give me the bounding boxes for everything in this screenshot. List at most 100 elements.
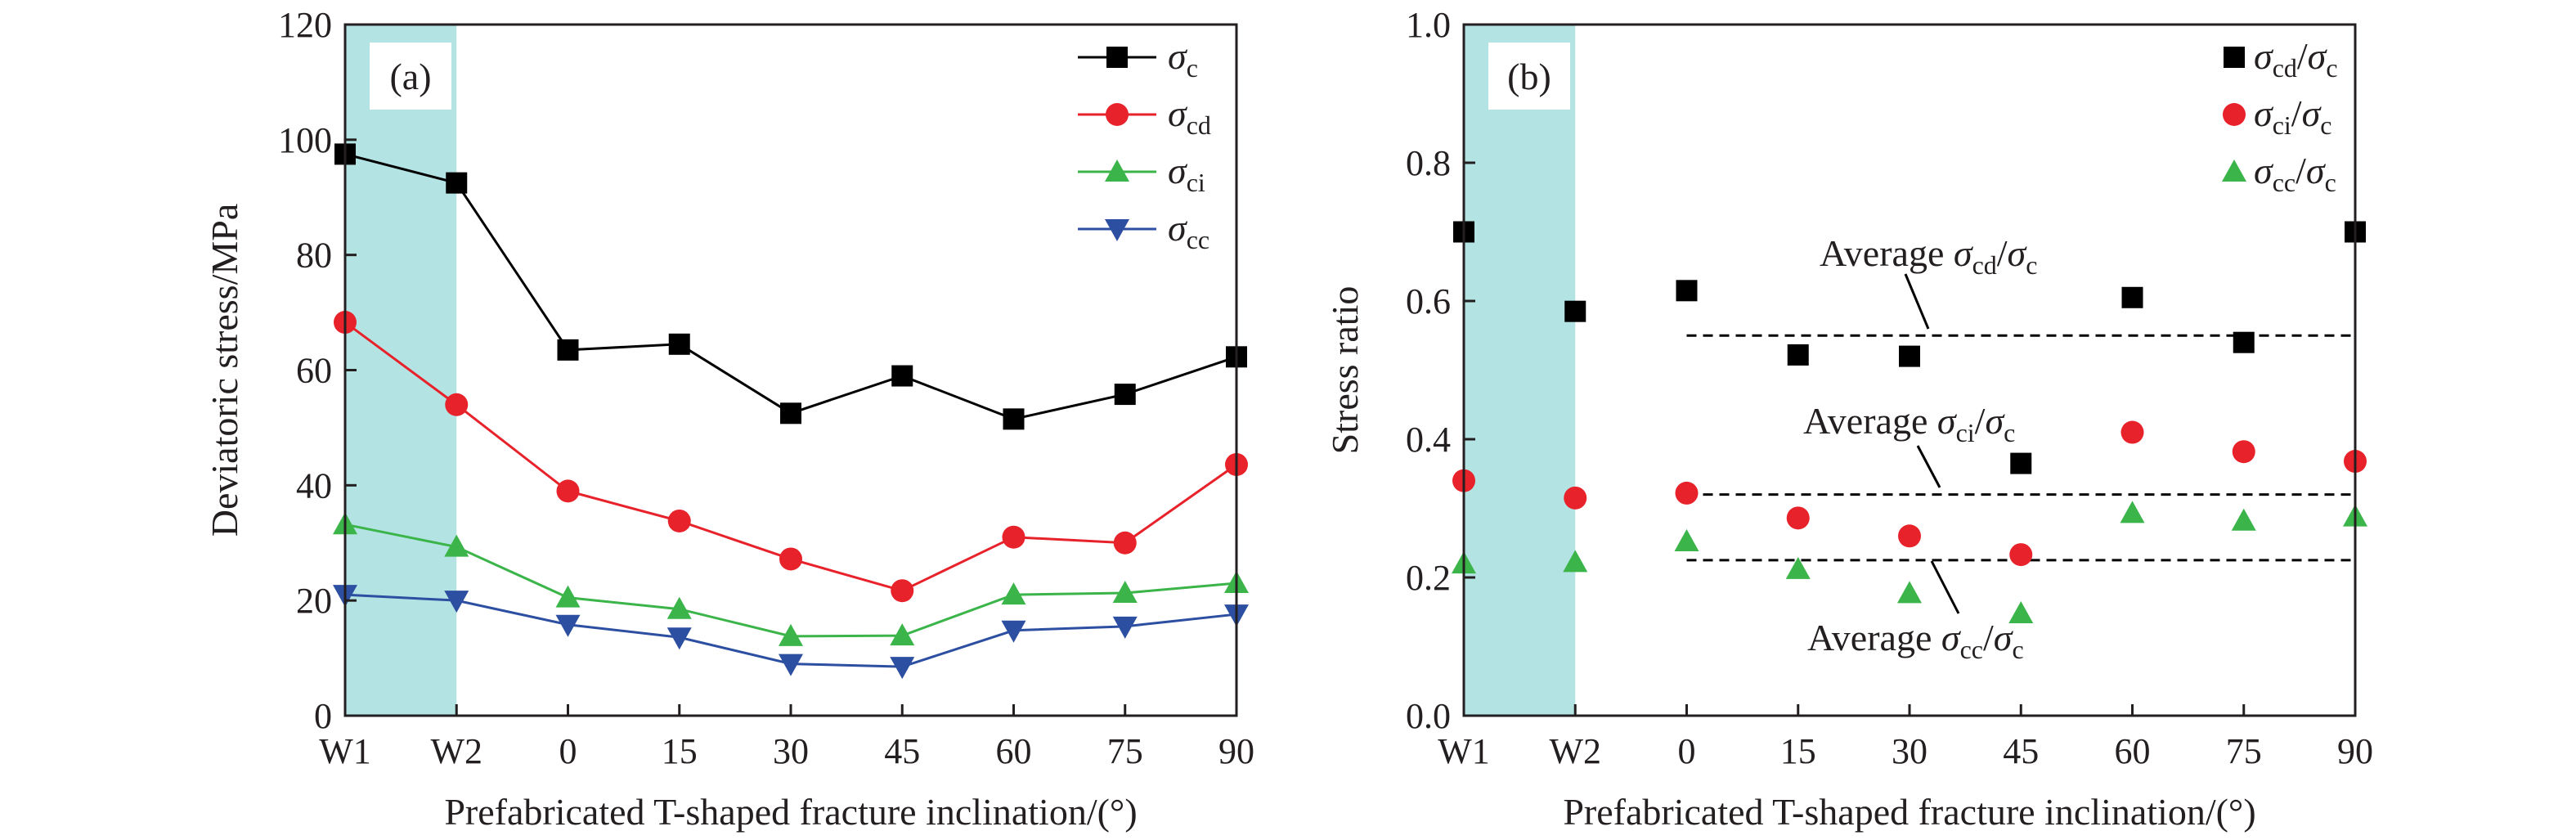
panel-b-legend-sigma-cd-ratio-label: σcd/σc [2254,35,2338,83]
panel-a-y-tick-label: 20 [296,581,332,621]
panel-b-x-tick-label: 90 [2337,731,2373,771]
panel-b-legend: σcd/σc σci/σc σcc/σc [2222,35,2338,197]
panel-a-legend-sigma-cc-swatch-marker [1105,219,1129,241]
panel-a-sigma-cd-point [1113,531,1137,555]
panel-b-sigma-cc-ratio-point [2231,508,2256,531]
panel-a-legend-sigma-ci-label: σci [1168,150,1205,197]
panel-a-sigma-cd-point [445,393,469,416]
panel-b-x-ticks: W1 W2 0 15 30 45 60 75 90 [1438,704,2373,771]
panel-a-sigma-cc-point [1001,620,1026,643]
panel-a-sigma-cc-point [779,654,803,676]
panel-b-y-tick-label: 1.0 [1406,5,1451,45]
panel-a-series-layer [333,143,1249,680]
panel-a-sigma-c-point [780,402,801,424]
panel-a-y-tick-label: 0 [314,696,332,736]
panel-a-y-axis-title: Deviatoric stress/MPa [204,204,245,537]
panel-b-sigma-cc-ratio-point [2008,600,2034,623]
panel-b-sigma-cd-ratio-point [1787,344,1809,366]
panel-a-x-tick-label: 60 [996,731,1032,771]
panel-a-sigma-c-point [891,365,913,387]
panel-a-x-tick-label: 45 [884,731,920,771]
panel-b-legend-sigma-ci-ratio-swatch-marker [2223,103,2246,126]
panel-b-y-axis-title: Stress ratio [1324,286,1366,455]
panel-a-x-tick-label: 90 [1218,731,1254,771]
panel-a-legend-sigma-cd-swatch-marker [1106,103,1129,126]
panel-a-y-tick-label: 40 [296,465,332,505]
panel-a-label-background [370,43,451,110]
panel-b-legend-sigma-cc-ratio-label: σcc/σc [2254,150,2336,197]
panel-a-sigma-ci-point [666,596,692,619]
panel-b-x-tick-label: 60 [2115,731,2151,771]
panel-b-average-lines: Average σcd/σc Average σci/σc Average σcc/… [1686,232,2354,664]
panel-a-sigma-ci-point [444,534,469,557]
panel-a-legend-sigma-ci-swatch-marker [1105,159,1129,182]
panel-b-sigma-cc-ratio-point [1674,529,1699,552]
panel-b-sigma-cd-ratio-point [2010,452,2032,474]
panel-b-legend-sigma-cd-ratio-swatch-marker [2224,47,2245,68]
panel-a-x-tick-label: 0 [559,731,577,771]
panel-a-x-tick-label: 30 [773,731,809,771]
panel-b-average-sigma-cc-label: Average σcc/σc [1807,617,2024,664]
panel-a-label: (a) [389,56,431,97]
panel-b-plot-frame [1462,23,2357,717]
panel-a-sigma-ci-point [555,585,581,608]
panel-a-plot-frame [343,23,1238,717]
panel-a-sigma-cd-point [1002,525,1025,549]
panel-b-x-tick-label: 30 [1892,731,1928,771]
panel-b-x-tick-label: 45 [2003,731,2039,771]
panel-b-x-tick-label: 75 [2226,731,2262,771]
panel-b-sigma-cd-ratio-point [1899,345,1920,367]
panel-a-chart: 0 20 40 60 80 100 120 W1 W2 0 15 30 45 60 75 90 (a) De… [204,5,1254,833]
panel-b-sigma-cd-ratio-point [2121,286,2143,308]
panel-b-sigma-ci-ratio-point [2009,543,2033,567]
panel-a-sigma-ci-point [1112,581,1138,604]
panel-b-y-ticks: 0.0 0.2 0.4 0.6 0.8 1.0 [1406,5,1475,736]
panel-b-y-tick-label: 0.4 [1406,420,1451,460]
panel-b-label: (b) [1507,56,1551,97]
panel-b-y-tick-label: 0.2 [1406,558,1451,598]
panel-b-sigma-cc-ratio-point [1785,556,1811,579]
panel-a-x-tick-label: 75 [1107,731,1143,771]
panel-a-sigma-c-point [1114,384,1136,406]
panel-a-sigma-c-line [344,152,1237,420]
panel-a-sigma-ci-point [779,623,803,646]
panel-a-y-tick-label: 80 [296,236,332,276]
panel-a-y-tick-label: 120 [278,5,332,45]
panel-a-sigma-cc-point [666,627,692,650]
panel-b-average-sigma-ci-leader [1916,445,1941,488]
panel-a-sigma-cc-point [1112,616,1138,639]
panel-a-y-tick-label: 100 [278,120,332,160]
panel-b-x-axis-title: Prefabricated T-shaped fracture inclinat… [1563,791,2255,833]
panel-a-sigma-ci-point [890,623,915,646]
panel-a-sigma-ci-point [1001,582,1026,605]
panel-a-sigma-cd-point [667,509,691,532]
panel-a-sigma-c-point [668,333,690,355]
panel-a-x-tick-label: W2 [430,731,482,771]
panel-b-sigma-cd-ratio-point [1676,280,1698,302]
panel-a-sigma-cc-point [890,657,915,680]
panel-b-average-sigma-cd-leader [1904,273,1930,330]
panel-b-y-tick-label: 0.0 [1406,696,1451,736]
panel-b-sigma-ci-ratio-point [1898,524,1921,548]
panel-b-x-tick-label: W1 [1438,731,1490,771]
panel-a-sigma-c-point [557,339,579,361]
panel-a-sigma-cd-point [891,579,914,603]
panel-a-legend-sigma-cc-label: σcc [1168,207,1209,254]
panel-a-x-tick-label: W1 [319,731,371,771]
panel-b-y-tick-label: 0.6 [1406,281,1451,321]
panel-a-legend-sigma-c-label: σc [1168,35,1198,83]
panel-b-x-tick-label: W2 [1549,731,1601,771]
panel-b-shaded-region [1464,25,1576,716]
panel-a-x-ticks: W1 W2 0 15 30 45 60 75 90 [319,704,1254,771]
panel-a-legend-sigma-cd-label: σcd [1168,92,1211,140]
panel-a-sigma-cd-point [556,479,580,503]
panel-b-x-tick-label: 15 [1780,731,1816,771]
panel-b-series-layer [1452,221,2367,623]
panel-b-legend-sigma-cc-ratio-swatch-marker [2222,159,2246,182]
panel-b-sigma-ci-ratio-point [2232,440,2255,464]
panel-b-sigma-ci-ratio-point [1675,481,1699,505]
panel-b-sigma-ci-ratio-point [2120,420,2144,444]
panel-a-sigma-cc-point [444,591,469,613]
panel-b-sigma-ci-ratio-point [1564,486,1587,510]
